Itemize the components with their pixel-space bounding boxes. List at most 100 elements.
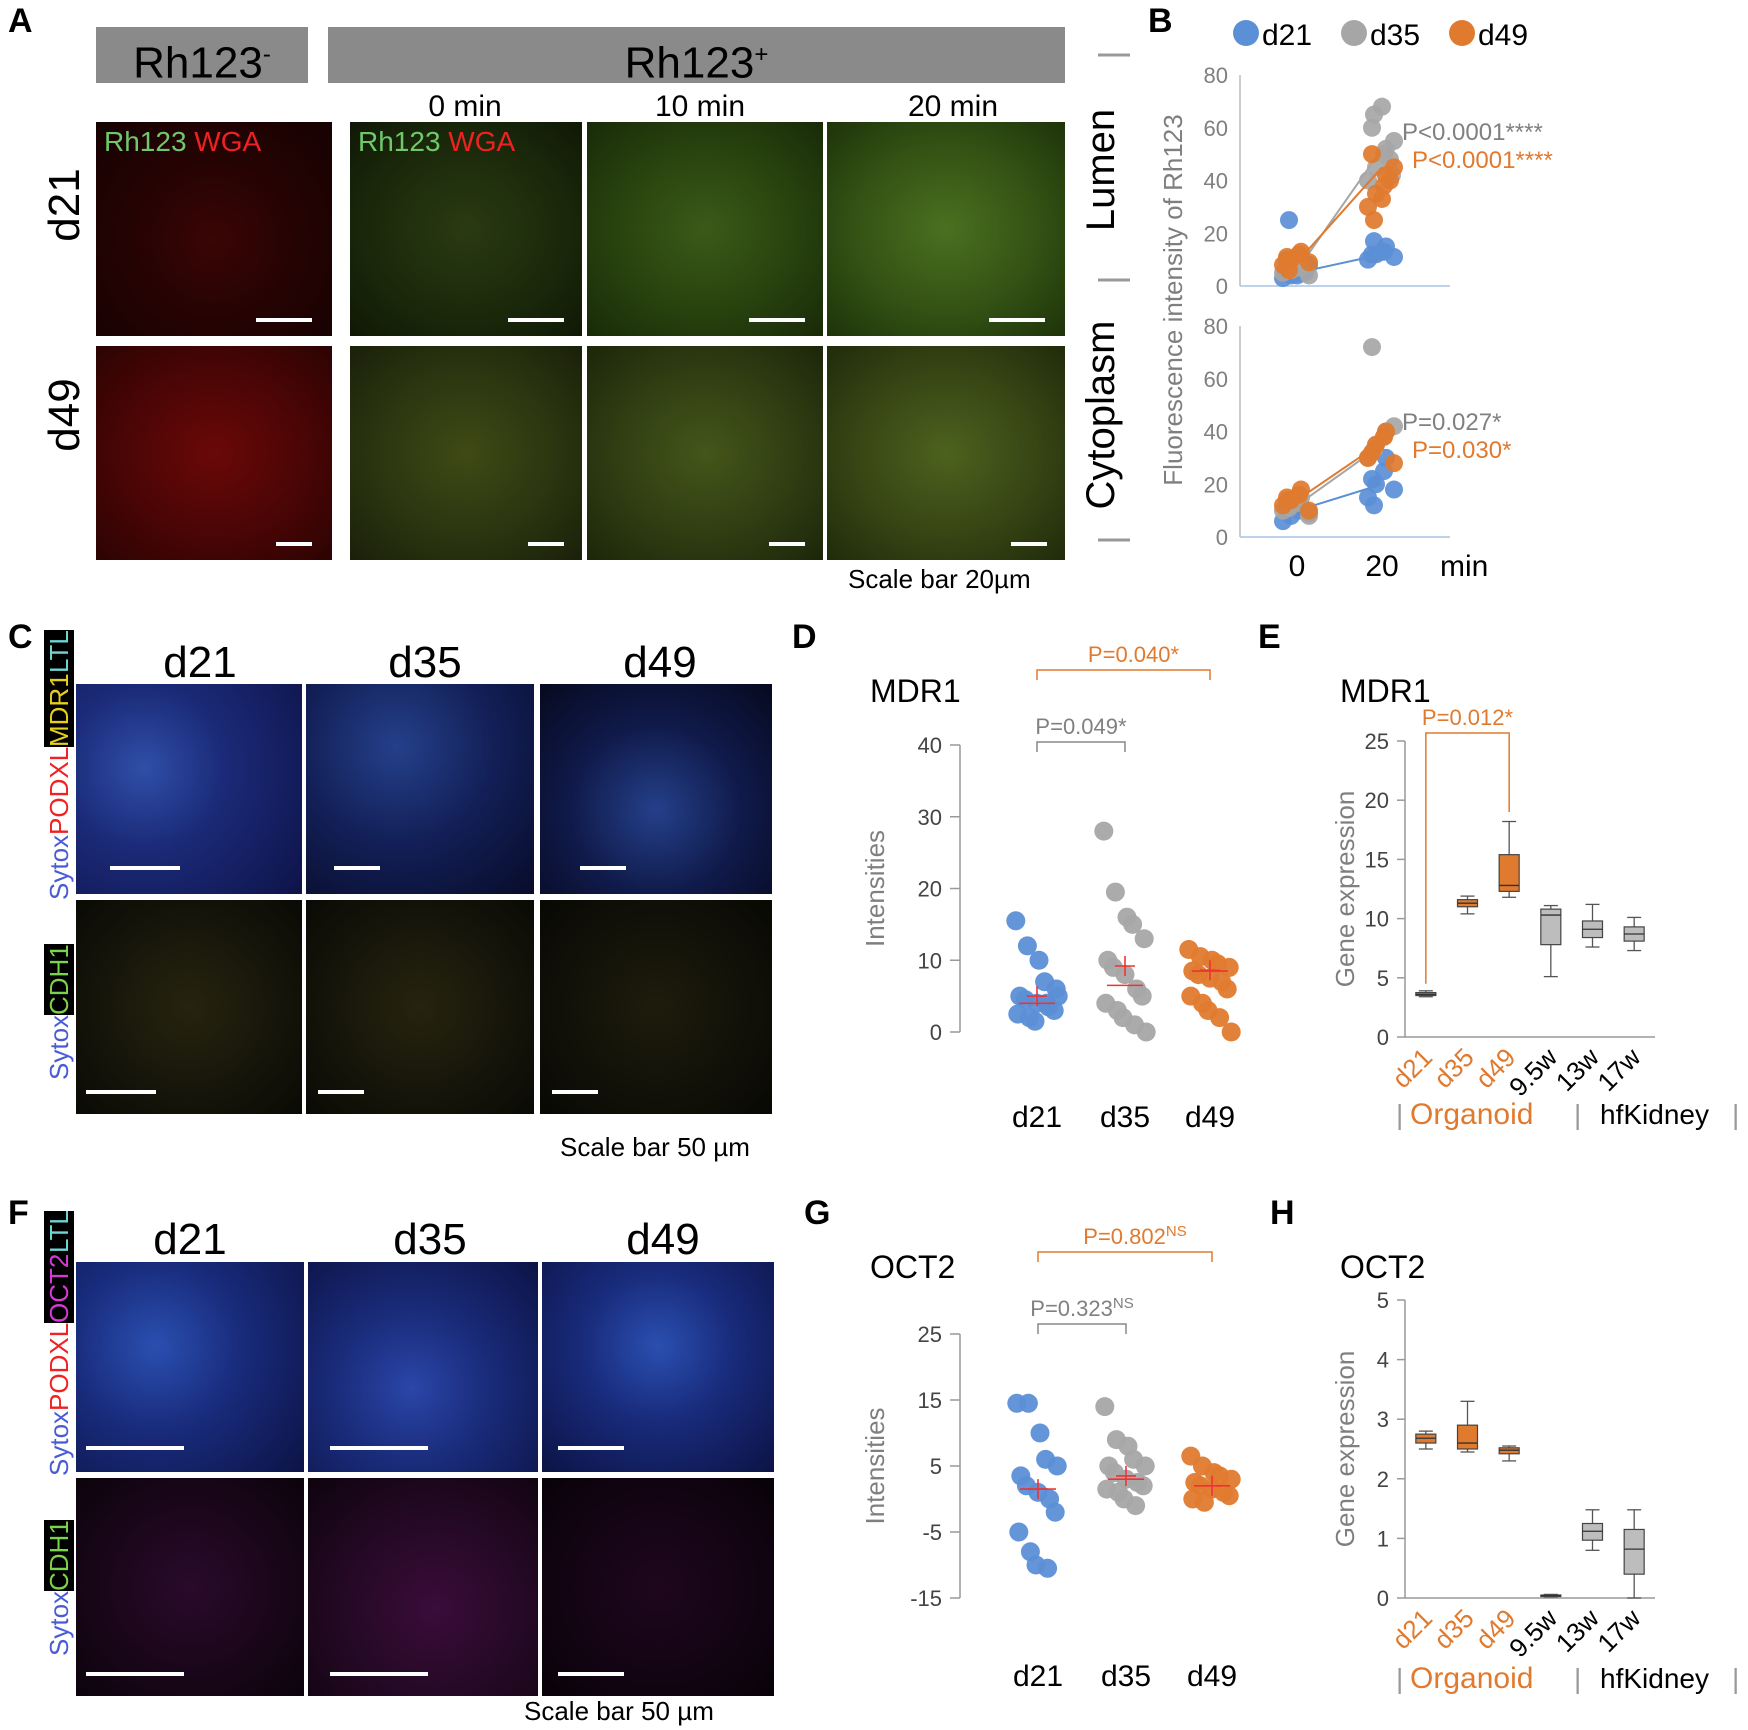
- stain-ltl: LTL: [44, 630, 74, 674]
- group-label-kidney: hfKidney: [1600, 1663, 1709, 1694]
- point-d21-20min: [1363, 469, 1381, 488]
- legend-label-d35: d35: [1370, 19, 1420, 52]
- scale-bar: [330, 1446, 428, 1450]
- scale-bar: [330, 1672, 428, 1676]
- scale-caption-a: Scale bar 20µm: [848, 564, 1031, 594]
- scale-bar: [318, 1090, 364, 1094]
- row-label-cytoplasm: Cytoplasm: [1079, 321, 1123, 510]
- point-d49-0min: [1300, 253, 1318, 272]
- point-d21: [1030, 1423, 1050, 1443]
- micrograph-c-d21-bottom: [76, 900, 302, 1114]
- micrograph-label: Rh123 WGA: [358, 126, 515, 158]
- mean-line-d49: [1296, 166, 1383, 263]
- stain-label-c-bottom: SytoxCDH1: [44, 910, 75, 1080]
- point-d21: [1006, 911, 1026, 931]
- scale-bar: [276, 542, 312, 546]
- point-d49-20min: [1373, 189, 1391, 208]
- label-red: WGA: [448, 126, 516, 157]
- point-d21: [1045, 1502, 1065, 1522]
- scale-bar: [110, 866, 180, 870]
- box-d49: [1498, 854, 1520, 892]
- scale-bar: [749, 318, 805, 322]
- col-c-d35: d35: [388, 638, 462, 687]
- point-d49-0min: [1300, 501, 1318, 520]
- label-green: Rh123: [358, 126, 441, 157]
- col-c-d49: d49: [623, 638, 697, 687]
- point-d35: [1126, 1496, 1146, 1516]
- stain-label-c-top: SytoxPODXLMDR1LTL: [44, 630, 75, 900]
- point-d49: [1210, 1008, 1230, 1028]
- micrograph-label: Rh123 WGA: [104, 126, 261, 158]
- legend-marker-d21: [1233, 20, 1259, 46]
- legend-label-d21: d21: [1262, 19, 1312, 52]
- scale-bar: [580, 866, 626, 870]
- point-d49: [1194, 1492, 1214, 1512]
- point-d21: [1048, 986, 1068, 1006]
- group-label-kidney: hfKidney: [1600, 1099, 1709, 1130]
- category-label-d35: d35: [1428, 1603, 1480, 1655]
- point-d21: [1009, 1522, 1029, 1542]
- scale-bar: [256, 318, 312, 322]
- micrograph-a-d21-10: [587, 122, 823, 336]
- col-f-d21: d21: [153, 1215, 227, 1264]
- panel-g-label: G: [804, 1194, 831, 1232]
- group-sep: |: [1732, 1099, 1739, 1130]
- y-tick-label: 25: [1365, 729, 1389, 754]
- rh123-pos-sup: +: [754, 41, 769, 68]
- bracket-d21-d49: [1425, 732, 1510, 984]
- y-axis-label: Intensities: [860, 1407, 890, 1524]
- y-tick-label: 0: [1216, 525, 1228, 550]
- point-d49-0min: [1292, 480, 1310, 499]
- group-sep: |: [1396, 1099, 1403, 1130]
- rh123-neg-text: Rh123: [133, 38, 263, 88]
- micrograph-f-d21-bottom: [76, 1478, 304, 1696]
- group-sep: |: [1574, 1663, 1581, 1694]
- panel-a-label: A: [8, 2, 33, 40]
- point-d35: [1136, 1022, 1156, 1042]
- bracket-d21-d49: [1036, 669, 1211, 680]
- micrograph-a-d21-20: [827, 122, 1065, 336]
- y-tick-label: 0: [930, 1020, 942, 1045]
- scale-bar: [989, 318, 1045, 322]
- p-value-d49: P=0.030*: [1412, 437, 1511, 464]
- category-label-d35: d35: [1428, 1042, 1480, 1094]
- point-d35-20min: [1359, 171, 1377, 190]
- y-axis-label: Intensities: [860, 830, 890, 947]
- time-label-0: 0 min: [428, 90, 502, 123]
- category-label-d21: d21: [1386, 1603, 1438, 1655]
- point-d35: [1133, 1476, 1153, 1496]
- y-tick-label: 0: [1216, 274, 1228, 299]
- panel-d-label: D: [792, 618, 817, 656]
- point-d35-20min: [1363, 118, 1381, 137]
- p-value-d21-d49: P=0.040*: [1088, 642, 1180, 667]
- label-green: Rh123: [104, 126, 187, 157]
- point-d49-20min: [1363, 443, 1381, 462]
- group-label-organoid: Organoid: [1410, 1098, 1533, 1131]
- category-label-17w: 17w: [1591, 1042, 1646, 1097]
- y-tick-label: 10: [918, 948, 942, 973]
- box-d35: [1456, 1424, 1479, 1450]
- point-d49-20min: [1365, 211, 1383, 230]
- legend-marker-d35: [1341, 20, 1367, 46]
- point-d35-20min: [1363, 338, 1381, 357]
- legend-label-d49: d49: [1478, 19, 1528, 52]
- y-tick-label: 15: [918, 1388, 942, 1413]
- scale-caption-f: Scale bar 50 µm: [524, 1696, 714, 1726]
- point-d49-20min: [1377, 422, 1395, 441]
- rh123-neg-sup: -: [262, 41, 271, 68]
- micrograph-c-d35-top: [306, 684, 534, 894]
- row-label-d21: d21: [40, 168, 89, 242]
- point-d35-20min: [1385, 131, 1403, 150]
- point-d49-20min: [1363, 145, 1381, 164]
- p-value-d21-d35: P=0.323NS: [1030, 1295, 1133, 1321]
- legend-marker-d49: [1449, 20, 1475, 46]
- y-tick-label: 15: [1365, 847, 1389, 872]
- p-value-d21-d49: P=0.012*: [1422, 705, 1514, 730]
- stain-podxl: PODXL: [44, 746, 74, 835]
- chart-d: MDR1 Intensities 0 10 20 30 40 d21 d35 d49 P=0.049…: [860, 642, 1241, 1134]
- stain-cdh1: CDH1: [44, 1520, 74, 1591]
- rh123-pos-header: Rh123+: [328, 27, 1065, 88]
- scale-bar: [528, 542, 564, 546]
